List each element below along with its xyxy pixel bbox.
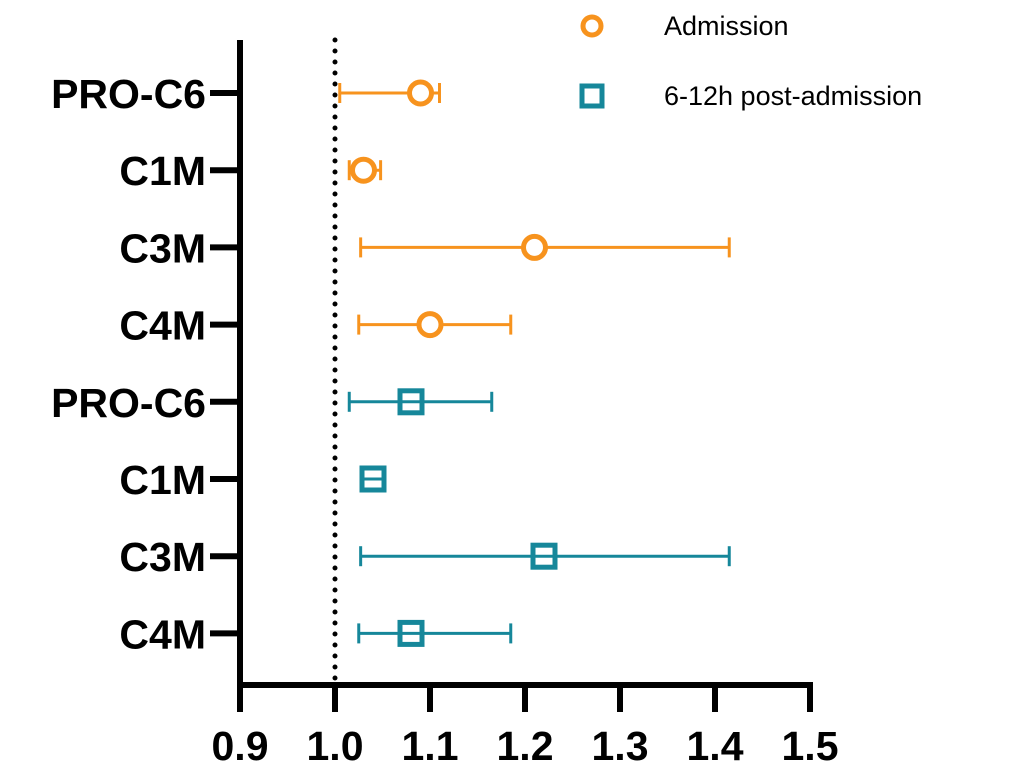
legend-marker-square bbox=[579, 83, 605, 109]
legend-marker-circle bbox=[580, 14, 604, 38]
x-tick-label: 1.1 bbox=[402, 723, 459, 769]
x-tick-label: 1.2 bbox=[497, 723, 554, 769]
y-tick-label: C4M bbox=[119, 303, 206, 349]
x-tick-label: 1.4 bbox=[687, 723, 744, 769]
legend: Admission 6-12h post-admission bbox=[579, 11, 922, 111]
y-tick-label: C3M bbox=[119, 225, 206, 271]
data-point-circle bbox=[521, 233, 548, 261]
y-tick-label: C1M bbox=[119, 457, 206, 503]
y-tick-label: PRO-C6 bbox=[51, 380, 206, 426]
x-tick-label: 1.5 bbox=[782, 723, 839, 769]
legend-label: 6-12h post-admission bbox=[664, 81, 922, 111]
data-point-circle bbox=[407, 79, 434, 107]
data-point-circle bbox=[350, 156, 377, 184]
y-tick-label: PRO-C6 bbox=[51, 71, 206, 117]
y-tick-label: C3M bbox=[119, 534, 206, 580]
x-tick-label: 1.3 bbox=[592, 723, 649, 769]
legend-label: Admission bbox=[664, 11, 789, 41]
y-tick-label: C4M bbox=[119, 611, 206, 657]
data-point-circle bbox=[416, 311, 444, 339]
y-tick-label: C1M bbox=[119, 148, 206, 194]
x-tick-label: 1.0 bbox=[307, 723, 364, 769]
axes-group: 0.9 1.0 1.1 1.2 1.3 1.4 1.5 PRO-C6 C1M C3M C4M PRO-… bbox=[51, 37, 839, 769]
x-tick-label: 0.9 bbox=[212, 723, 269, 769]
series-group bbox=[338, 79, 731, 647]
